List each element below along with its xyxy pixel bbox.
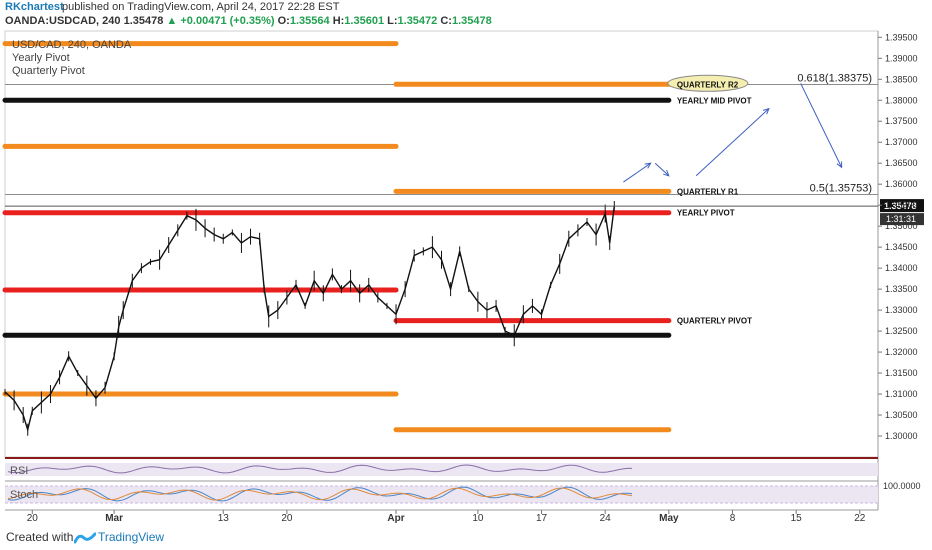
last-price: 1.35478 [123, 15, 164, 27]
rsi-line [7, 464, 633, 474]
projection-arrow-head [644, 162, 652, 169]
countdown-badge-value: 1:31:31 [886, 214, 916, 224]
y-tick-label: 1.30000 [885, 431, 918, 441]
price-badge-box [880, 199, 924, 213]
x-tick-label: 24 [600, 513, 612, 524]
projection-arrow-head [762, 107, 770, 115]
x-tick-label: 20 [27, 513, 39, 524]
symbol-label[interactable]: OANDA:USDCAD, 240 [5, 15, 121, 27]
publish-header: RKchartest published on TradingView.com,… [0, 0, 932, 16]
low-value: 1.35472 [397, 15, 438, 27]
published-text: published on TradingView.com, April 24, … [62, 1, 340, 13]
y-tick-label: 1.34000 [885, 263, 918, 273]
pivot-label: QUARTERLY R2 [677, 80, 739, 89]
y-tick-label: 1.38500 [885, 74, 918, 84]
high-label: H: [332, 15, 345, 27]
y-tick-label: 1.32000 [885, 347, 918, 357]
x-tick-label: 20 [281, 513, 293, 524]
projection-arrow-head [836, 161, 843, 169]
y-tick-label: 1.34500 [885, 242, 918, 252]
y-tick-label: 1.31500 [885, 368, 918, 378]
highlight-ellipse [667, 74, 749, 92]
open-label: O: [277, 15, 290, 27]
y-tick-label: 1.37000 [885, 137, 918, 147]
legend-quarterly-pivot[interactable]: Quarterly Pivot [12, 65, 85, 77]
countdown-badge-box [880, 213, 924, 226]
x-tick-label: 13 [218, 513, 230, 524]
close-value: 1.35478 [451, 15, 492, 27]
x-tick-label: Mar [105, 513, 123, 524]
x-tick-label: 10 [472, 513, 484, 524]
x-tick-label: 8 [730, 513, 736, 524]
projection-arrow-line [695, 108, 770, 177]
y-tick-label: 1.39000 [885, 53, 918, 63]
footer-bar: Created with TradingView [0, 526, 932, 550]
y-tick-label: 1.32500 [885, 326, 918, 336]
stoch-band [5, 486, 878, 503]
price-badge-value: 1.35478 [884, 201, 917, 211]
pivot-label: QUARTERLY R1 [677, 187, 739, 196]
y-tick-label: 1.36000 [885, 179, 918, 189]
high-value: 1.35601 [344, 15, 385, 27]
up-arrow-icon: ▲ [166, 15, 178, 27]
price-line [4, 205, 615, 433]
stoch-d-line [7, 487, 633, 501]
pivot-lines: YEARLY MID PIVOT QUARTERLY R2 QUARTERLY R1… [2, 41, 752, 433]
open-value: 1.35564 [289, 15, 330, 27]
projection-arrow-line [623, 162, 651, 183]
pivot-label: QUARTERLY PIVOT [677, 317, 752, 326]
projection-arrow-line [654, 162, 670, 177]
y-tick-label: 1.30500 [885, 410, 918, 420]
x-tick-label: May [659, 513, 679, 524]
legend-yearly-pivot[interactable]: Yearly Pivot [12, 52, 70, 64]
pivot-label: YEARLY PIVOT [677, 209, 735, 218]
y-tick-label: 1.31000 [885, 389, 918, 399]
low-label: L: [387, 15, 398, 27]
fib-level-label: 0.618(1.38375) [797, 73, 872, 85]
chart-legend: USD/CAD, 240, OANDA Yearly Pivot Quarter… [12, 39, 131, 78]
tradingview-logo-icon[interactable] [73, 531, 97, 548]
x-tick-label: Apr [387, 513, 404, 524]
stoch-tick-label: 100.0000 [883, 481, 921, 491]
x-tick-label: 22 [854, 513, 866, 524]
price-axis[interactable]: 1.39500 1.39000 1.38500 1.38000 1.37500 1.370… [878, 32, 918, 441]
y-tick-label: 1.39500 [885, 32, 918, 42]
rsi-label: RSI [10, 465, 28, 477]
fib-levels: 0.618(1.38375) 0.5(1.35753) [5, 73, 878, 196]
pivot-label: YEARLY MID PIVOT [677, 96, 752, 105]
y-tick-label: 1.35500 [885, 200, 918, 210]
y-tick-label: 1.33500 [885, 284, 918, 294]
tradingview-brand-link[interactable]: TradingView [98, 530, 165, 544]
projection-arrow-head [662, 170, 670, 177]
projection-arrows [623, 83, 843, 183]
legend-title[interactable]: USD/CAD, 240, OANDA [12, 39, 132, 51]
created-with-label: Created with [6, 530, 74, 544]
fib-level-label: 0.5(1.35753) [810, 183, 872, 195]
price-series: 1.35478 1:31:31 [4, 199, 924, 436]
y-tick-label: 1.37500 [885, 116, 918, 126]
stoch-label: Stoch [10, 489, 38, 501]
author-link[interactable]: RKchartest [5, 1, 64, 13]
x-tick-label: 15 [791, 513, 803, 524]
ohlc-bar: OANDA:USDCAD, 240 1.35478 ▲ +0.00471 (+0… [5, 15, 492, 29]
y-tick-label: 1.38000 [885, 95, 918, 105]
x-tick-label: 17 [536, 513, 548, 524]
y-tick-label: 1.33000 [885, 305, 918, 315]
y-tick-label: 1.36500 [885, 158, 918, 168]
close-label: C: [440, 15, 452, 27]
projection-arrow-line [800, 83, 843, 168]
time-axis[interactable]: 20 Mar 13 20 Apr 10 17 24 May 8 15 22 [27, 510, 866, 524]
y-tick-label: 1.35000 [885, 221, 918, 231]
price-change: +0.00471 (+0.35%) [180, 15, 275, 27]
